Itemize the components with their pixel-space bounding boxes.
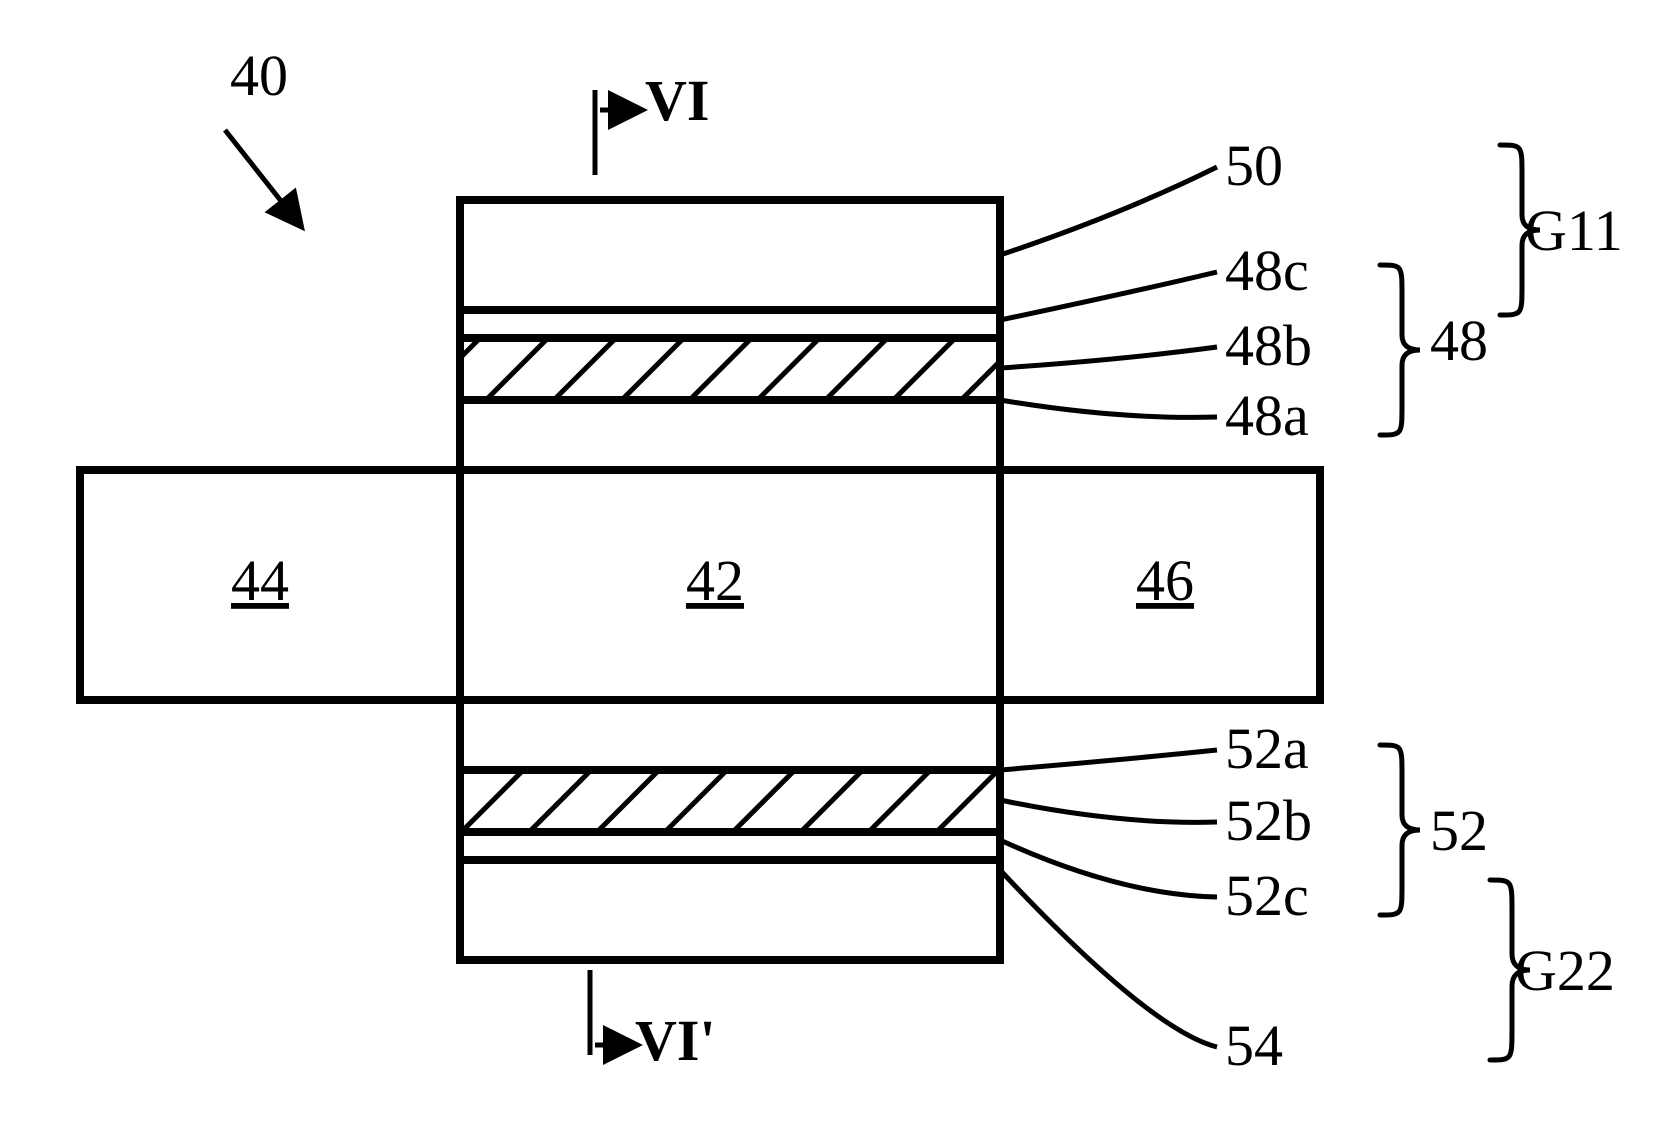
callout-54-label: 54 (1225, 1013, 1283, 1078)
callout-52b-label: 52b (1225, 788, 1312, 853)
region-46-label: 46 (1136, 548, 1194, 613)
layer-48c (460, 310, 1000, 338)
layer-50 (460, 200, 1000, 310)
layer-54 (460, 860, 1000, 960)
group-52-label: 52 (1430, 798, 1488, 863)
group-g11-label: G11 (1525, 198, 1623, 263)
group-48-brace (1380, 265, 1420, 435)
callout-48b-label: 48b (1225, 313, 1312, 378)
section-marker-vi: VI (645, 68, 709, 133)
callout-48c-label: 48c (1225, 238, 1309, 303)
layer-52a (460, 700, 1000, 770)
callout-52a-leader (1000, 750, 1217, 770)
callout-48a-label: 48a (1225, 383, 1309, 448)
callout-48b-leader (1000, 347, 1217, 368)
group-48-label: 48 (1430, 308, 1488, 373)
figure-label-40: 40 (230, 43, 288, 108)
group-g22-label: G22 (1515, 938, 1615, 1003)
layer-48b (460, 338, 1000, 400)
layer-48a (460, 400, 1000, 470)
layer-52c (460, 832, 1000, 860)
callout-52b-leader (1000, 800, 1217, 822)
callout-48c-leader (1000, 272, 1217, 320)
callout-52c-leader (1000, 840, 1217, 897)
group-52-brace (1380, 745, 1420, 915)
section-marker-vi-prime: VI' (635, 1008, 716, 1073)
region-42-label: 42 (686, 548, 744, 613)
callout-50-label: 50 (1225, 133, 1283, 198)
region-44-label: 44 (231, 548, 289, 613)
callout-52c-label: 52c (1225, 863, 1309, 928)
callout-50-leader (1000, 167, 1217, 255)
callout-48a-leader (1000, 400, 1217, 417)
layer-52b (460, 770, 1000, 832)
callout-52a-label: 52a (1225, 716, 1309, 781)
figure-arrow (225, 130, 300, 225)
